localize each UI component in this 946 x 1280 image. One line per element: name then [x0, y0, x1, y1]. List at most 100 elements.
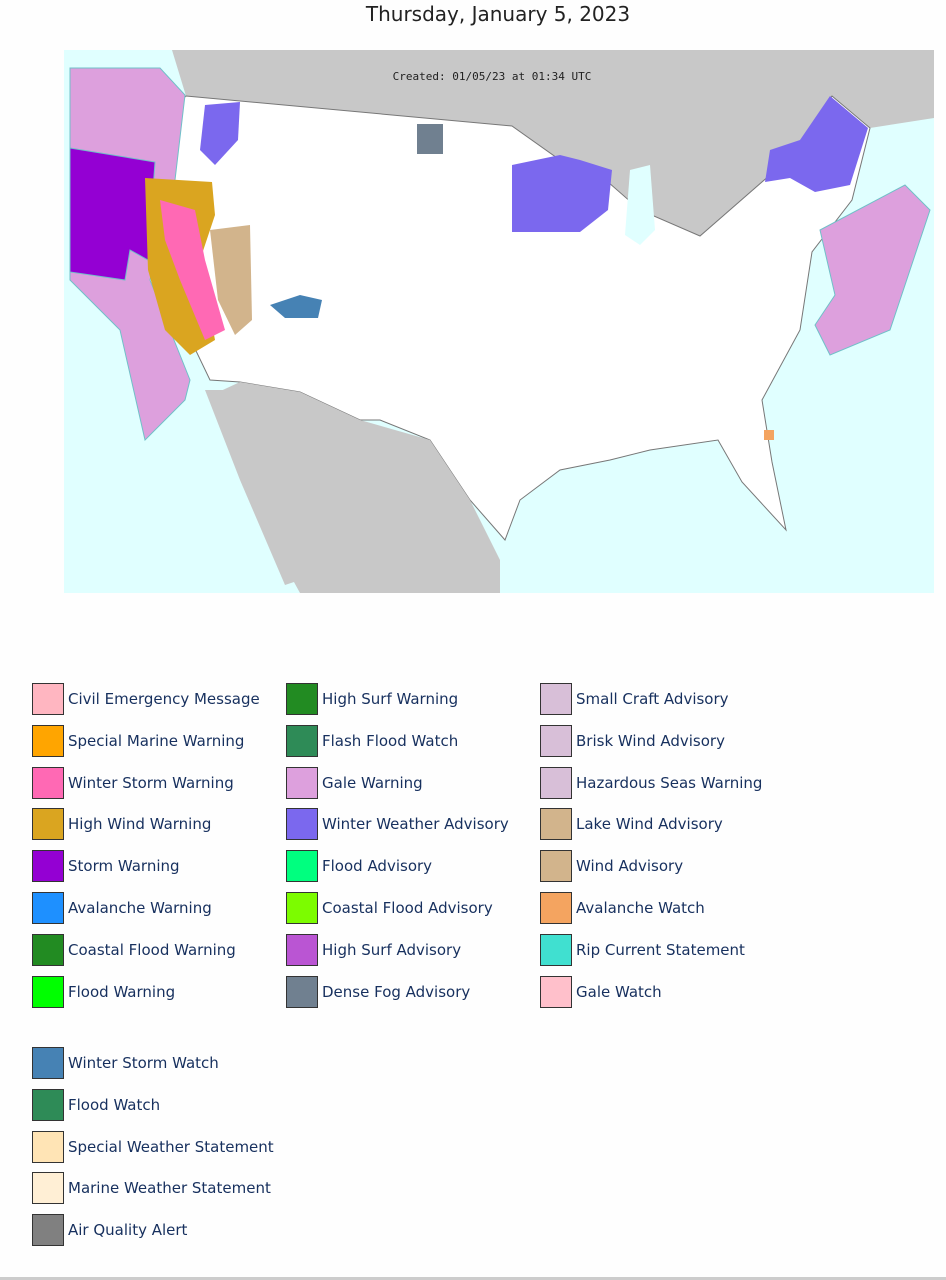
baja-california — [205, 390, 300, 585]
legend-swatch — [32, 975, 64, 1008]
legend-label: High Surf Advisory — [322, 940, 462, 959]
legend-item: Dense Fog Advisory — [286, 975, 471, 1008]
legend-label: Gale Warning — [322, 773, 423, 792]
legend-item: Gale Warning — [286, 766, 423, 799]
bottom-rule — [0, 1277, 946, 1280]
legend-label: Brisk Wind Advisory — [576, 731, 725, 750]
legend-item: Special Weather Statement — [32, 1130, 274, 1163]
legend-label: Lake Wind Advisory — [576, 815, 723, 834]
legend-label: Flood Warning — [68, 982, 176, 1001]
dense-fog-advisory-area — [417, 124, 443, 154]
legend-item: Winter Storm Watch — [32, 1047, 219, 1079]
winter-storm-warning-area — [160, 200, 225, 340]
legend-label: High Surf Warning — [322, 690, 459, 708]
legend-item: Wind Advisory — [540, 850, 684, 883]
legend-label: Rip Current Statement — [576, 940, 745, 959]
legend-label: Special Marine Warning — [68, 731, 245, 750]
legend-label: Flash Flood Watch — [322, 731, 459, 750]
legend-label: Special Weather Statement — [68, 1137, 274, 1156]
legend-item: Lake Wind Advisory — [540, 808, 723, 841]
legend-item: Avalanche Warning — [32, 892, 212, 924]
winter-weather-advisory-northwest — [200, 102, 240, 165]
legend-swatch — [286, 766, 318, 799]
legend-label: Dense Fog Advisory — [322, 982, 471, 1001]
legend-item: Small Craft Advisory — [540, 683, 729, 715]
legend-item: Hazardous Seas Warning — [540, 766, 763, 799]
legend-item: Marine Weather Statement — [32, 1172, 271, 1205]
legend-label: Gale Watch — [576, 982, 662, 1001]
wind-advisory-area — [210, 225, 252, 335]
legend-item: Avalanche Watch — [540, 892, 705, 924]
legend-item: High Surf Warning — [286, 683, 458, 715]
legend-label: Coastal Flood Warning — [68, 940, 236, 959]
legend-swatch — [32, 892, 64, 924]
legend-swatch — [286, 683, 318, 715]
legend-item: Winter Weather Advisory — [286, 808, 509, 841]
legend-swatch — [32, 850, 64, 883]
legend-item: Coastal Flood Warning — [32, 933, 236, 966]
legend-label: Coastal Flood Advisory — [322, 899, 493, 917]
legend-swatch — [32, 766, 64, 799]
legend-item: Winter Storm Warning — [32, 766, 234, 799]
legend-item: Rip Current Statement — [540, 933, 745, 966]
legend-swatch — [32, 1047, 64, 1079]
legend-label: Small Craft Advisory — [576, 690, 729, 708]
legend-item: Storm Warning — [32, 850, 180, 883]
legend-label: Wind Advisory — [576, 857, 684, 876]
legend-swatch — [286, 808, 318, 841]
legend-label: Avalanche Watch — [576, 899, 705, 917]
legend-item: Flash Flood Watch — [286, 724, 459, 757]
legend-swatch — [32, 724, 64, 757]
legend-item: Civil Emergency Message — [32, 683, 260, 715]
canada — [160, 50, 934, 236]
legend-item: Brisk Wind Advisory — [540, 724, 725, 757]
legend-swatch — [540, 683, 572, 715]
legend-swatch — [540, 808, 572, 841]
alert-map: Created: 01/05/23 at 01:34 UTC — [64, 50, 934, 593]
legend-label: Air Quality Alert — [68, 1221, 188, 1240]
legend-swatch — [540, 724, 572, 757]
legend-label: Hazardous Seas Warning — [576, 773, 763, 792]
legend-swatch — [32, 808, 64, 841]
legend-label: Winter Storm Watch — [68, 1054, 219, 1072]
legend-item: Flood Advisory — [286, 850, 432, 883]
legend-item: Coastal Flood Advisory — [286, 892, 493, 924]
legend-item: Special Marine Warning — [32, 724, 245, 757]
legend-swatch — [540, 850, 572, 883]
legend-label: Winter Weather Advisory — [322, 815, 509, 834]
legend-swatch — [32, 1214, 64, 1247]
legend-swatch — [286, 933, 318, 966]
legend-swatch — [540, 766, 572, 799]
legend-swatch — [32, 1088, 64, 1121]
legend-swatch — [286, 850, 318, 883]
legend-item: High Surf Advisory — [286, 933, 462, 966]
legend-label: Marine Weather Statement — [68, 1179, 271, 1198]
legend-swatch — [32, 683, 64, 715]
map-created-text: Created: 01/05/23 at 01:34 UTC — [393, 70, 592, 83]
winter-weather-advisory-northeast — [765, 96, 868, 192]
legend-swatch — [32, 1130, 64, 1163]
legend-swatch — [286, 892, 318, 924]
legend-label: High Wind Warning — [68, 815, 212, 834]
legend-item: Flood Watch — [32, 1088, 161, 1121]
page-title: Thursday, January 5, 2023 — [365, 2, 631, 26]
legend-label: Flood Watch — [68, 1095, 161, 1114]
legend-label: Storm Warning — [68, 857, 180, 876]
avalanche-watch-area — [764, 430, 774, 440]
legend-swatch — [540, 892, 572, 924]
legend-item: Air Quality Alert — [32, 1214, 188, 1247]
winter-weather-advisory-midwest — [512, 155, 612, 232]
legend-label: Winter Storm Warning — [68, 773, 234, 792]
legend-swatch — [286, 724, 318, 757]
legend-label: Avalanche Warning — [68, 899, 212, 917]
legend-swatch — [32, 1172, 64, 1205]
winter-storm-watch-area — [270, 295, 322, 318]
legend-item: Gale Watch — [540, 975, 662, 1008]
legend-item: Flood Warning — [32, 975, 176, 1008]
legend-item: High Wind Warning — [32, 808, 212, 841]
legend-swatch — [286, 975, 318, 1008]
atlantic-gale-warning — [814, 184, 931, 356]
united-states — [145, 95, 871, 541]
